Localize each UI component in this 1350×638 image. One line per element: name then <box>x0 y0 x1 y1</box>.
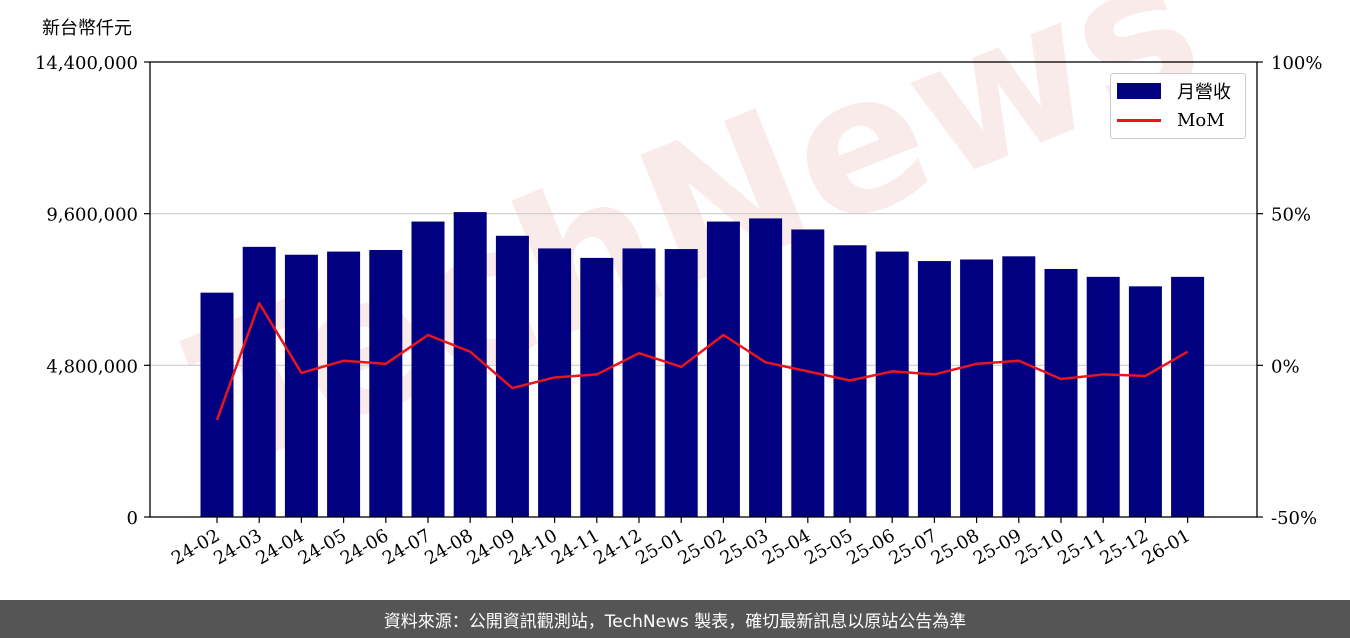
revenue-bars <box>200 212 1205 518</box>
y-tick-label: 4,800,000 <box>46 356 138 377</box>
revenue-bar-25-08 <box>960 259 994 517</box>
y-axis-unit-label: 新台幣仟元 <box>42 18 132 39</box>
revenue-bar-24-03 <box>242 246 276 517</box>
x-ticks: 24-0224-0324-0424-0524-0624-0724-0824-09… <box>168 517 1194 569</box>
axes <box>149 61 1258 518</box>
revenue-bar-25-12 <box>1128 286 1162 517</box>
y-tick-label: 0 <box>127 508 138 529</box>
revenue-bar-25-11 <box>1086 276 1120 517</box>
legend-item-mom: MoM <box>1117 108 1225 132</box>
plot-frame <box>149 61 1258 518</box>
source-footer: 資料來源：公開資訊觀測站，TechNews 製表，確切最新訊息以原站公告為準 <box>0 600 1350 638</box>
mom-line <box>215 301 1189 421</box>
y2-tick-label: 50% <box>1271 205 1311 226</box>
revenue-bar-25-02 <box>706 221 740 517</box>
revenue-bar-24-10 <box>538 248 572 517</box>
revenue-bar-25-01 <box>664 249 698 518</box>
revenue-bar-24-11 <box>580 257 614 517</box>
revenue-bar-26-01 <box>1171 276 1205 517</box>
legend-line-swatch <box>1117 118 1161 122</box>
right-y-ticks: -50% 0% 50% 100% <box>1257 53 1322 529</box>
y2-tick-label: -50% <box>1271 508 1317 529</box>
legend-item-revenue: 月營收 <box>1117 79 1231 103</box>
y2-tick-label: 100% <box>1271 53 1322 74</box>
legend-label-revenue: 月營收 <box>1177 82 1231 103</box>
revenue-bar-24-04 <box>284 254 318 518</box>
left-y-ticks: 0 4,800,000 9,600,000 14,400,000 <box>35 53 150 529</box>
y2-tick-label: 0% <box>1271 356 1300 377</box>
revenue-bar-24-09 <box>495 235 529 517</box>
revenue-bar-24-12 <box>622 248 656 517</box>
revenue-bar-24-07 <box>411 221 445 517</box>
revenue-bar-24-02 <box>200 292 234 517</box>
y-tick-label: 14,400,000 <box>35 53 138 74</box>
y-tick-label: 9,600,000 <box>46 205 138 226</box>
x-tick-label: 26-01 <box>1139 525 1194 569</box>
revenue-bar-24-06 <box>369 250 403 517</box>
chart-legend: 月營收 MoM <box>1110 73 1246 139</box>
revenue-bar-25-06 <box>875 251 909 518</box>
revenue-bar-25-09 <box>1002 256 1036 517</box>
revenue-bar-24-08 <box>453 212 487 518</box>
legend-bar-swatch <box>1117 83 1161 99</box>
revenue-bar-24-05 <box>327 251 361 518</box>
legend-label-mom: MoM <box>1177 109 1225 131</box>
revenue-bar-25-03 <box>749 218 783 517</box>
revenue-bar-25-10 <box>1044 268 1078 517</box>
footer-text: 資料來源：公開資訊觀測站，TechNews 製表，確切最新訊息以原站公告為準 <box>383 611 967 632</box>
mom-line-layer <box>215 301 1189 421</box>
revenue-bar-25-07 <box>917 261 951 517</box>
